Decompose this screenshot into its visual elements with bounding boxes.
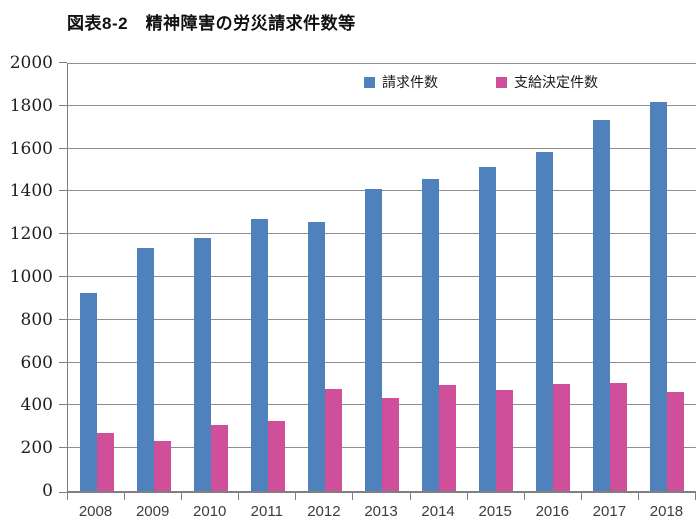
x-axis-tick: [523, 493, 525, 500]
chart-title: 図表8-2 精神障害の労災請求件数等: [67, 14, 356, 33]
x-axis-tick-label: 2018: [649, 503, 684, 520]
y-axis-tick: [59, 447, 67, 449]
y-axis-tick-label: 1200: [9, 224, 53, 245]
y-axis-tick-label: 1000: [9, 267, 53, 287]
y-axis-tick: [59, 190, 67, 192]
legend: 請求件数 支給決定件数: [364, 75, 598, 90]
bar-series-1-2012: [324, 389, 342, 491]
bar-group: [239, 63, 296, 491]
bar-series-0-2014: [422, 179, 440, 491]
legend-label: 請求件数: [382, 74, 438, 90]
bar-series-1-2010: [210, 425, 228, 491]
bar-series-0-2011: [250, 218, 268, 491]
x-axis-tick: [637, 493, 639, 500]
y-axis-tick-label: 800: [20, 309, 53, 330]
y-axis-tick: [59, 147, 67, 149]
bar-series-1-2009: [153, 440, 171, 491]
y-axis-tick-label: 0: [42, 481, 53, 501]
bar-series-1-2017: [610, 382, 628, 491]
x-axis-tick: [67, 493, 68, 500]
bar-group: [582, 63, 639, 491]
y-axis-tick: [59, 233, 67, 235]
y-axis-tick-label: 1800: [9, 95, 53, 116]
bar-series-0-2015: [479, 166, 497, 491]
bar-series-0-2008: [79, 292, 97, 491]
x-axis-tick-label: 2016: [535, 503, 569, 520]
bar-series-0-2012: [307, 222, 325, 491]
bar-group: [125, 63, 182, 491]
y-axis-tick: [59, 62, 67, 63]
x-axis-tick: [409, 493, 411, 500]
legend-item: 請求件数: [364, 75, 438, 90]
x-axis-tick-label: 2009: [135, 503, 170, 520]
bar-series-1-2016: [553, 384, 571, 491]
bar-series-1-2015: [496, 390, 514, 491]
plot-area: 請求件数 支給決定件数: [67, 63, 696, 493]
bar-group: [411, 63, 468, 491]
x-axis-tick-label: 2010: [193, 503, 227, 520]
x-axis-tick-label: 2011: [250, 503, 283, 520]
y-axis-tick-label: 400: [20, 395, 53, 416]
bar-series-0-2017: [593, 120, 611, 491]
y-axis-tick: [59, 492, 67, 493]
bar-series-0-2010: [193, 238, 211, 491]
x-axis-tick-label: 2012: [307, 503, 341, 520]
y-axis-tick: [59, 318, 67, 320]
y-axis-tick-label: 200: [20, 438, 53, 459]
y-axis-tick-label: 600: [20, 352, 53, 373]
legend-label: 支給決定件数: [514, 74, 598, 90]
x-axis-tick-label: 2014: [421, 503, 455, 520]
x-axis-tick-label: 2017: [592, 503, 627, 520]
x-axis-tick-label: 2015: [478, 503, 512, 520]
x-axis-tick: [124, 493, 126, 500]
x-axis-tick: [181, 493, 183, 500]
bar-series-1-2008: [96, 433, 114, 491]
y-axis-tick: [59, 404, 67, 406]
gridline: [68, 104, 696, 106]
y-axis-tick-label: 2000: [9, 53, 53, 73]
y-axis-tick: [59, 276, 67, 277]
x-axis-tick: [580, 493, 582, 500]
bar-group: [296, 63, 353, 491]
x-axis-tick: [352, 493, 354, 500]
y-axis-tick-label: 1600: [9, 138, 53, 159]
x-axis-tick: [695, 493, 696, 500]
x-axis-tick-label: 2008: [78, 503, 113, 520]
bar-series-1-2014: [439, 384, 457, 491]
bar-group: [353, 63, 410, 491]
legend-swatch-icon: [364, 77, 375, 88]
y-axis-tick: [59, 361, 67, 363]
bar-group: [639, 63, 696, 491]
gridline: [68, 147, 696, 149]
bar-series-1-2011: [267, 421, 285, 491]
x-axis-tick-label: 2013: [364, 503, 398, 520]
gridline: [68, 63, 696, 64]
y-axis-tick: [59, 104, 67, 106]
x-axis-tick: [238, 493, 240, 500]
legend-swatch-icon: [496, 77, 507, 88]
bar-series-0-2016: [536, 151, 554, 491]
bars-layer: [68, 63, 696, 491]
legend-item: 支給決定件数: [496, 75, 598, 90]
bar-series-1-2018: [667, 391, 685, 491]
bar-group: [525, 63, 582, 491]
bar-group: [468, 63, 525, 491]
bar-group: [68, 63, 125, 491]
bar-series-0-2009: [136, 247, 154, 491]
bar-series-1-2013: [382, 397, 400, 491]
bar-series-0-2013: [365, 189, 383, 491]
bar-group: [182, 63, 239, 491]
bar-series-0-2018: [650, 101, 668, 491]
x-axis-tick: [466, 493, 468, 500]
y-axis-tick-label: 1400: [9, 181, 53, 202]
x-axis-tick: [295, 493, 297, 500]
